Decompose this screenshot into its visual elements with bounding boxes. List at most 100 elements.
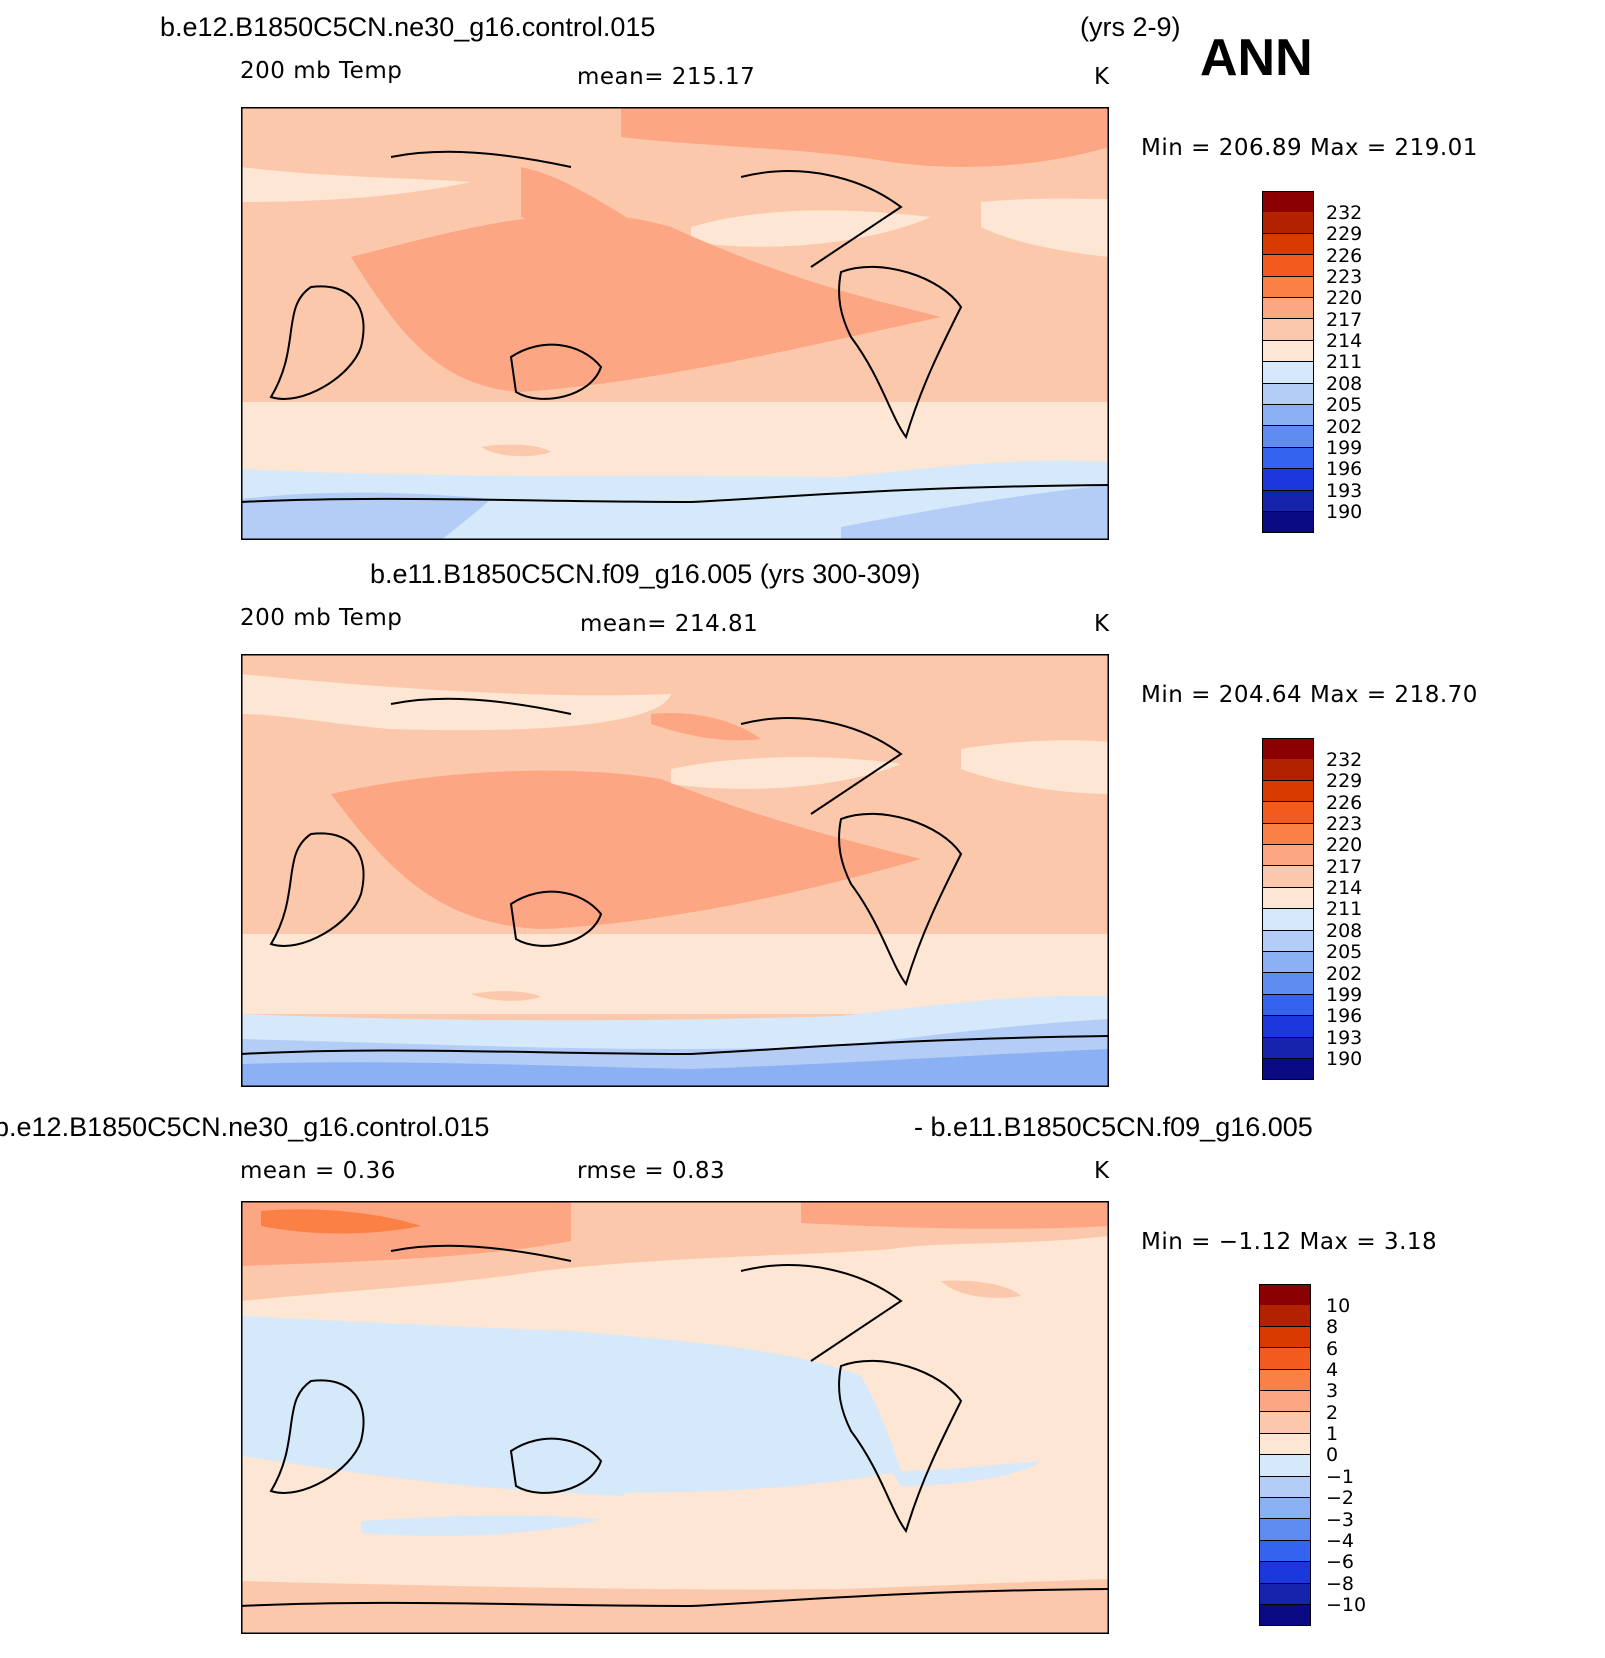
colorbar-box <box>1262 909 1314 931</box>
colorbar-box <box>1259 1369 1311 1391</box>
colorbar-box <box>1262 469 1314 491</box>
colorbar-box <box>1262 490 1314 512</box>
panel3-contour-plot <box>241 1201 1109 1634</box>
panel3-mean: mean = 0.36 <box>240 1158 396 1184</box>
colorbar-box <box>1259 1519 1311 1541</box>
colorbar-tick-label: 226 <box>1326 245 1363 267</box>
panel2-minmax: Min = 204.64 Max = 218.70 <box>1141 682 1478 708</box>
colorbar-tick-label: 205 <box>1326 941 1363 963</box>
colorbar-box <box>1262 426 1314 448</box>
colorbar-tick-label: 0 <box>1326 1444 1339 1466</box>
colorbar-tick-label: 226 <box>1326 792 1363 814</box>
colorbar-tick-label: 2 <box>1326 1402 1339 1424</box>
colorbar-box <box>1262 823 1314 845</box>
colorbar-box <box>1262 383 1314 405</box>
colorbar-box <box>1259 1305 1311 1327</box>
colorbar-tick-label: 208 <box>1326 920 1363 942</box>
colorbar-tick-label: 229 <box>1326 223 1363 245</box>
panel3-units: K <box>1094 1158 1110 1184</box>
colorbar-tick-label: 199 <box>1326 984 1363 1006</box>
colorbar-tick-label: 202 <box>1326 963 1363 985</box>
colorbar-tick-label: −3 <box>1326 1509 1355 1531</box>
colorbar-tick-label: 193 <box>1326 1027 1363 1049</box>
colorbar-tick-label: 202 <box>1326 416 1363 438</box>
colorbar-box <box>1262 276 1314 298</box>
colorbar-box <box>1262 512 1314 534</box>
colorbar-tick-label: 4 <box>1326 1359 1339 1381</box>
colorbar-box <box>1259 1412 1311 1434</box>
colorbar-box <box>1262 994 1314 1017</box>
colorbar-box <box>1259 1284 1311 1307</box>
panel3-map <box>241 1201 1109 1634</box>
colorbar-box <box>1259 1605 1311 1627</box>
colorbar-tick-label: 208 <box>1326 373 1363 395</box>
colorbar-box <box>1262 930 1314 952</box>
colorbar-tick-label: −10 <box>1326 1594 1367 1616</box>
colorbar-box <box>1262 887 1314 910</box>
colorbar-tick-label: −2 <box>1326 1487 1355 1509</box>
colorbar-box <box>1262 319 1314 341</box>
colorbar-tick-label: 6 <box>1326 1338 1339 1360</box>
colorbar-box <box>1262 405 1314 427</box>
colorbar-tick-label: 199 <box>1326 437 1363 459</box>
panel3-title-right: - b.e11.B1850C5CN.f09_g16.005 <box>914 1112 1313 1142</box>
colorbar-tick-label: 211 <box>1326 351 1363 373</box>
season-label: ANN <box>1200 29 1313 87</box>
panel1-minmax: Min = 206.89 Max = 219.01 <box>1141 135 1478 161</box>
colorbar-box <box>1262 1037 1314 1059</box>
panel1-variable: 200 mb Temp <box>240 58 403 84</box>
colorbar-box <box>1262 298 1314 320</box>
panel2-title: b.e11.B1850C5CN.f09_g16.005 (yrs 300-309… <box>370 559 921 589</box>
colorbar-box <box>1262 780 1314 803</box>
colorbar-tick-label: 193 <box>1326 480 1363 502</box>
colorbar-tick-label: 190 <box>1326 501 1363 523</box>
colorbar-tick-label: 8 <box>1326 1316 1339 1338</box>
colorbar-tick-label: −4 <box>1326 1530 1355 1552</box>
colorbar-tick-label: 1 <box>1326 1423 1339 1445</box>
colorbar-box <box>1262 845 1314 867</box>
colorbar-tick-label: 220 <box>1326 287 1363 309</box>
colorbar-tick-label: 220 <box>1326 834 1363 856</box>
colorbar-box <box>1262 738 1314 761</box>
panel2-mean: mean= 214.81 <box>580 611 759 637</box>
panel2-contour-plot <box>241 654 1109 1087</box>
colorbar-box <box>1262 191 1314 214</box>
panel1-units: K <box>1094 64 1110 90</box>
colorbar-box <box>1262 973 1314 995</box>
colorbar-box <box>1262 1059 1314 1081</box>
colorbar-tick-label: −8 <box>1326 1573 1355 1595</box>
colorbar-tick-label: 217 <box>1326 309 1363 331</box>
colorbar-box <box>1259 1433 1311 1456</box>
colorbar-tick-label: 205 <box>1326 394 1363 416</box>
colorbar-tick-label: −1 <box>1326 1466 1355 1488</box>
colorbar-tick-label: 232 <box>1326 749 1363 771</box>
colorbar-box <box>1259 1348 1311 1370</box>
colorbar-box <box>1259 1562 1311 1584</box>
panel2-map <box>241 654 1109 1087</box>
colorbar-tick-label: 211 <box>1326 898 1363 920</box>
case1-title: b.e12.B1850C5CN.ne30_g16.control.015 <box>160 12 656 42</box>
panel2-units: K <box>1094 611 1110 637</box>
colorbar-tick-label: 232 <box>1326 202 1363 224</box>
case1-years: (yrs 2-9) <box>1080 12 1181 42</box>
colorbar-tick-label: 3 <box>1326 1380 1339 1402</box>
colorbar-box <box>1259 1326 1311 1349</box>
panel2-variable: 200 mb Temp <box>240 605 403 631</box>
colorbar-tick-label: −6 <box>1326 1551 1355 1573</box>
panel3-title-left: b.e12.B1850C5CN.ne30_g16.control.015 <box>0 1112 490 1142</box>
colorbar-box <box>1262 340 1314 363</box>
colorbar-tick-label: 196 <box>1326 458 1363 480</box>
colorbar-tick-label: 229 <box>1326 770 1363 792</box>
colorbar-tick-label: 10 <box>1326 1295 1351 1317</box>
colorbar-tick-label: 196 <box>1326 1005 1363 1027</box>
colorbar-box <box>1262 212 1314 234</box>
colorbar-box <box>1262 802 1314 824</box>
panel3-rmse: rmse = 0.83 <box>577 1158 726 1184</box>
panel1-mean: mean= 215.17 <box>577 64 756 90</box>
colorbar-box <box>1262 447 1314 470</box>
colorbar-tick-label: 190 <box>1326 1048 1363 1070</box>
panel3-minmax: Min = −1.12 Max = 3.18 <box>1141 1229 1438 1255</box>
colorbar-box <box>1259 1455 1311 1477</box>
colorbar-box <box>1259 1540 1311 1563</box>
colorbar-box <box>1259 1476 1311 1498</box>
